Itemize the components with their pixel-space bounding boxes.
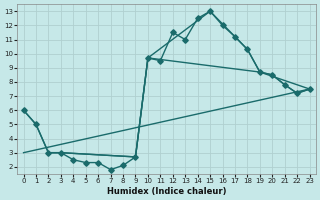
X-axis label: Humidex (Indice chaleur): Humidex (Indice chaleur) — [107, 187, 226, 196]
